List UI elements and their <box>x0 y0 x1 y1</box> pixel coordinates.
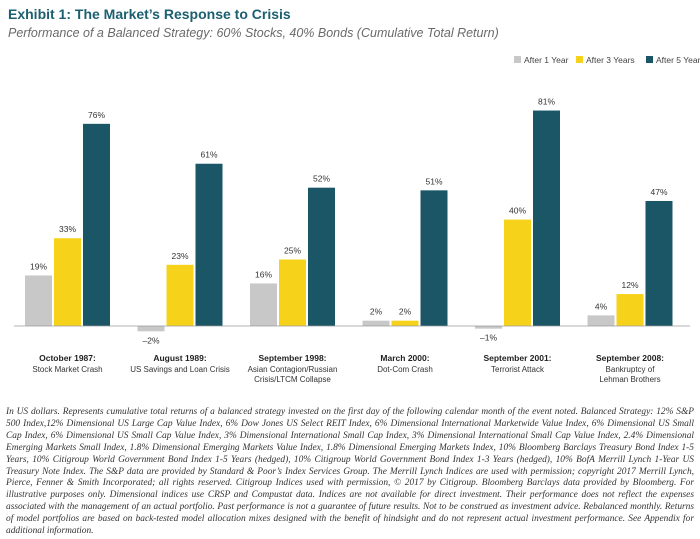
bar-after-1-year <box>25 275 52 326</box>
bar-after-3-years <box>279 259 306 326</box>
category-title: March 2000: <box>380 353 429 363</box>
data-label: 2% <box>370 307 383 317</box>
data-label: 40% <box>509 206 526 216</box>
category-title: September 2008: <box>596 353 664 363</box>
legend-label: After 3 Years <box>586 55 635 65</box>
data-label: 76% <box>88 110 105 120</box>
category-subtitle: Bankruptcy of <box>606 365 656 374</box>
bar-after-3-years <box>616 294 644 326</box>
legend: After 1 Year After 3 Years After 5 Years <box>514 55 700 65</box>
category-subtitle: US Savings and Loan Crisis <box>130 365 230 374</box>
bar-after-5-years <box>308 187 335 326</box>
chart-title: Exhibit 1: The Market’s Response to Cris… <box>8 6 291 22</box>
legend-swatch <box>576 56 583 63</box>
bar-after-5-years <box>533 110 560 326</box>
bar-chart: After 1 Year After 3 Years After 5 Years 1… <box>14 55 700 384</box>
category-subtitle: Stock Market Crash <box>32 365 102 374</box>
data-label: –1% <box>480 333 497 343</box>
category-title: September 1998: <box>258 353 326 363</box>
data-label: 81% <box>538 97 555 107</box>
category-labels: October 1987: Stock Market Crash August 19… <box>32 353 664 384</box>
data-label: 51% <box>425 176 442 186</box>
data-label: 12% <box>621 280 638 290</box>
category-subtitle: Terrorist Attack <box>491 365 545 374</box>
data-label: 19% <box>30 261 47 271</box>
bar-after-3-years <box>391 320 419 326</box>
data-label: 23% <box>171 251 188 261</box>
bar-after-1-year <box>250 283 277 326</box>
data-label: –2% <box>142 335 159 345</box>
data-label: 16% <box>255 269 272 279</box>
bar-after-3-years <box>504 219 531 326</box>
bar-after-5-years <box>195 163 223 326</box>
legend-label: After 5 Years <box>656 55 700 65</box>
data-label: 25% <box>284 246 301 256</box>
category-subtitle: Crisis/LTCM Collapse <box>254 375 331 384</box>
data-label: 33% <box>59 224 76 234</box>
category-subtitle: Asian Contagion/Russian <box>248 365 338 374</box>
data-label: 61% <box>200 150 217 160</box>
footnote: In US dollars. Represents cumulative tot… <box>6 407 694 537</box>
bar-after-3-years <box>54 238 81 326</box>
data-label: 52% <box>313 174 330 184</box>
data-label: 2% <box>399 307 412 317</box>
bars-area: 19% 33% 76% –2% 23% 61% 16% 25% 52% 2% 2% 51% –1% 40%… <box>25 97 673 345</box>
legend-label: After 1 Year <box>524 55 569 65</box>
bar-after-5-years <box>420 190 448 326</box>
bar-after-1-year <box>587 315 615 326</box>
bar-after-1-year <box>475 326 502 329</box>
bar-after-1-year <box>362 320 390 326</box>
category-title: October 1987: <box>39 353 96 363</box>
bar-after-3-years <box>166 264 194 326</box>
category-subtitle: Lehman Brothers <box>599 375 660 384</box>
legend-swatch <box>646 56 653 63</box>
data-label: 4% <box>595 301 608 311</box>
category-title: August 1989: <box>153 353 207 363</box>
chart-subtitle: Performance of a Balanced Strategy: 60% … <box>8 26 499 40</box>
category-subtitle: Dot-Com Crash <box>377 365 433 374</box>
bar-after-5-years <box>83 123 110 326</box>
legend-swatch <box>514 56 521 63</box>
bar-after-5-years <box>645 200 673 326</box>
category-title: September 2001: <box>483 353 551 363</box>
data-label: 47% <box>650 187 667 197</box>
bar-after-1-year <box>137 326 165 332</box>
